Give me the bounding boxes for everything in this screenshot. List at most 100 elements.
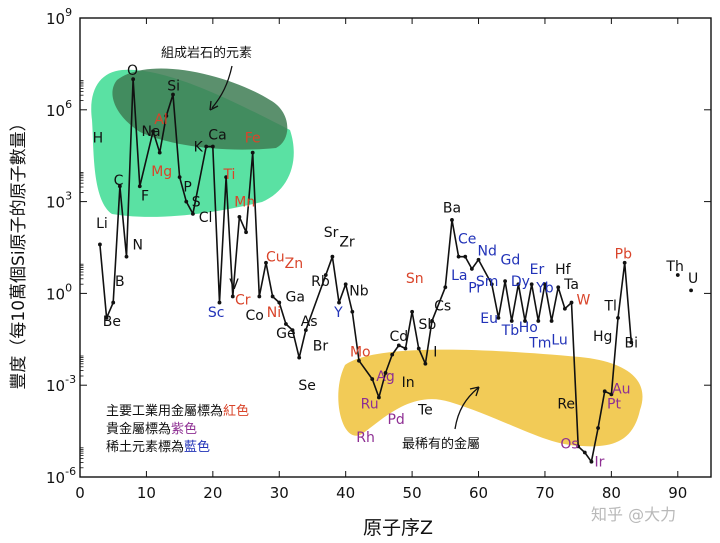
rarest-annotation: 最稀有的金屬 xyxy=(402,386,480,452)
data-point xyxy=(476,257,481,262)
element-label-Eu: Eu xyxy=(480,311,498,327)
element-label-Sn: Sn xyxy=(406,271,424,287)
data-point xyxy=(516,282,521,287)
element-label-Ta: Ta xyxy=(563,277,579,293)
element-label-Bi: Bi xyxy=(625,335,639,351)
data-point xyxy=(131,77,136,82)
element-label-W: W xyxy=(577,293,591,309)
data-point xyxy=(383,371,388,375)
data-point xyxy=(616,315,620,320)
element-label-V: V xyxy=(229,277,239,293)
element-label-Nb: Nb xyxy=(349,283,368,299)
data-point xyxy=(376,395,381,400)
element-label-Co: Co xyxy=(246,308,264,324)
data-point xyxy=(609,392,614,397)
element-label-Rh: Rh xyxy=(356,430,375,446)
data-point xyxy=(357,358,361,363)
data-point xyxy=(217,300,222,305)
data-point xyxy=(410,309,415,314)
element-label-In: In xyxy=(402,375,415,391)
element-label-Al: Al xyxy=(154,112,167,128)
element-label-P: P xyxy=(183,179,191,195)
watermark: 知乎 @大力 xyxy=(591,505,676,524)
element-label-La: La xyxy=(451,268,467,284)
x-tick-label: 90 xyxy=(668,484,687,502)
series-layer xyxy=(98,77,693,464)
element-label-Pb: Pb xyxy=(615,247,632,263)
element-label-Si: Si xyxy=(167,78,180,94)
element-label-Mn: Mn xyxy=(234,195,255,211)
x-tick-label: 0 xyxy=(75,484,85,502)
element-label-Cu: Cu xyxy=(266,250,285,266)
element-label-O: O xyxy=(127,63,138,79)
data-point xyxy=(596,426,600,430)
data-point xyxy=(303,328,308,333)
element-label-Ti: Ti xyxy=(222,167,235,183)
data-point xyxy=(323,273,328,277)
element-label-Mg: Mg xyxy=(151,164,172,180)
data-point xyxy=(117,184,122,189)
element-label-Se: Se xyxy=(298,378,316,394)
rock-annotation-text: 組成岩石的元素 xyxy=(161,45,252,61)
highlight-regions xyxy=(91,68,643,447)
element-label-Te: Te xyxy=(417,403,433,419)
data-point xyxy=(403,346,408,351)
data-point xyxy=(157,150,162,155)
data-point xyxy=(536,319,541,323)
element-label-H: H xyxy=(93,130,104,146)
rarest-arrow-head xyxy=(469,386,480,397)
data-point xyxy=(337,300,341,305)
y-tick-label: 100 xyxy=(46,281,72,303)
element-label-Sr: Sr xyxy=(324,225,339,241)
element-label-Hg: Hg xyxy=(593,329,612,345)
element-label-Hf: Hf xyxy=(555,262,572,278)
data-point xyxy=(237,215,242,219)
element-label-Na: Na xyxy=(142,124,161,140)
element-label-Ba: Ba xyxy=(443,201,461,217)
data-point xyxy=(204,144,209,149)
legend-precious-word: 紫色 xyxy=(171,421,197,437)
element-label-Cs: Cs xyxy=(434,299,451,315)
element-label-Tm: Tm xyxy=(528,335,551,351)
rock-annotation-arrow xyxy=(211,65,233,109)
data-point xyxy=(450,218,454,222)
element-label-Sb: Sb xyxy=(418,317,436,333)
data-point xyxy=(270,294,275,299)
element-label-Pr: Pr xyxy=(468,280,482,296)
legend-precious-prefix: 貴金屬標為 xyxy=(106,421,171,437)
data-point xyxy=(549,319,554,323)
element-label-Gd: Gd xyxy=(501,253,521,269)
element-label-Sm: Sm xyxy=(476,274,499,290)
data-point xyxy=(556,285,561,290)
element-label-Be: Be xyxy=(103,314,121,330)
data-point xyxy=(582,450,587,455)
element-label-Mo: Mo xyxy=(350,345,371,361)
rock-annotation: 組成岩石的元素 xyxy=(161,45,252,111)
x-tick-label: 20 xyxy=(203,484,222,502)
data-point xyxy=(210,144,215,149)
legend-industrial-word: 紅色 xyxy=(223,403,249,419)
element-label-Dy: Dy xyxy=(511,274,530,290)
data-point xyxy=(124,254,129,259)
y-tick-label: 10-3 xyxy=(46,373,76,395)
element-label-S: S xyxy=(192,195,201,211)
data-point xyxy=(257,294,262,299)
data-point xyxy=(370,377,375,381)
data-point xyxy=(390,352,395,357)
data-point xyxy=(297,355,302,360)
data-point xyxy=(489,282,494,287)
data-point xyxy=(689,288,693,293)
data-point xyxy=(503,279,507,284)
element-label-Ga: Ga xyxy=(285,289,304,305)
data-point xyxy=(343,282,348,287)
data-point xyxy=(523,319,527,323)
element-label-Ru: Ru xyxy=(361,397,379,413)
element-label-Ce: Ce xyxy=(458,231,476,247)
element-label-Ag: Ag xyxy=(376,369,394,385)
data-point xyxy=(164,114,169,118)
data-point xyxy=(277,300,282,305)
color-legend: 主要工業用金屬標為紅色 貴金屬標為紫色 稀土元素標為藍色 xyxy=(106,403,249,455)
y-tick-label: 10-6 xyxy=(46,465,76,487)
element-label-U: U xyxy=(688,271,698,287)
data-point xyxy=(396,343,401,348)
